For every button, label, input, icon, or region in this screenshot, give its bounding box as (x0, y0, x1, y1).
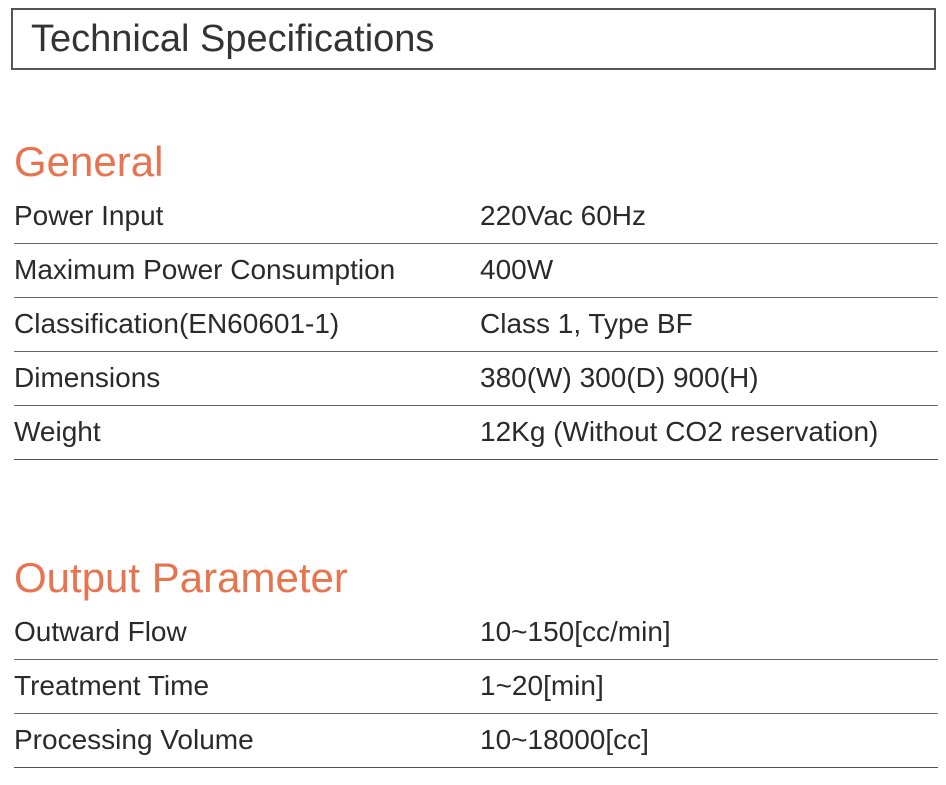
spec-row: Processing Volume 10~18000[cc] (14, 714, 938, 768)
spec-row: Maximum Power Consumption 400W (14, 244, 938, 298)
section: General Power Input 220Vac 60Hz Maximum Pow… (14, 134, 938, 460)
spec-value: 12Kg (Without CO2 reservation) (480, 416, 879, 447)
spec-value: 10~18000[cc] (480, 724, 649, 755)
spec-label: Treatment Time (14, 670, 210, 701)
section-title: General (14, 138, 164, 185)
spec-label: Outward Flow (14, 616, 187, 647)
spec-row: Treatment Time 1~20[min] (14, 660, 938, 714)
section: Output Parameter Outward Flow 10~150[cc/mi… (14, 550, 938, 768)
section-title: Output Parameter (14, 554, 348, 601)
spec-value: 1~20[min] (480, 670, 604, 701)
spec-value: 380(W) 300(D) 900(H) (480, 362, 759, 393)
spec-row: Outward Flow 10~150[cc/min] (14, 606, 938, 660)
spec-row: Classification(EN60601-1) Class 1, Type B… (14, 298, 938, 352)
spec-row: Power Input 220Vac 60Hz (14, 190, 938, 244)
spec-label: Dimensions (14, 362, 161, 393)
spec-row: Dimensions 380(W) 300(D) 900(H) (14, 352, 938, 406)
spec-value: 400W (480, 254, 554, 285)
spec-label: Processing Volume (14, 724, 254, 755)
spec-label: Maximum Power Consumption (14, 254, 396, 285)
spec-value: Class 1, Type BF (480, 308, 693, 339)
spec-value: 10~150[cc/min] (480, 616, 671, 647)
spec-label: Classification(EN60601-1) (14, 308, 340, 339)
spec-label: Power Input (14, 200, 164, 231)
spec-label: Weight (14, 416, 101, 447)
spec-value: 220Vac 60Hz (480, 200, 647, 231)
header-title: Technical Specifications (11, 8, 936, 70)
spec-row: Weight 12Kg (Without CO2 reservation) (14, 406, 938, 460)
